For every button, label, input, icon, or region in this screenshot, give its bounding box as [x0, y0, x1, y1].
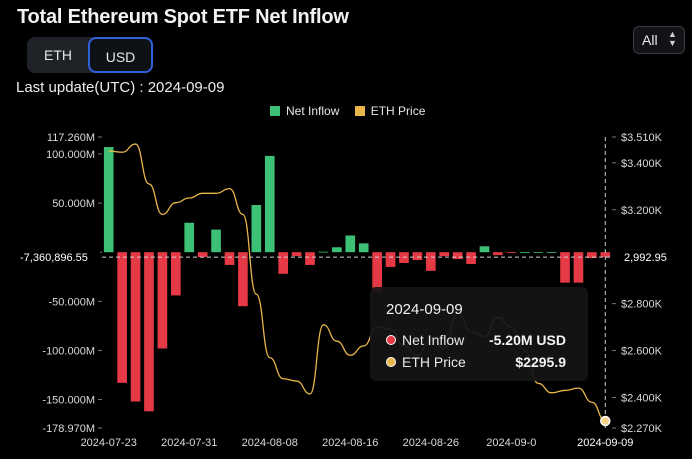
chart-tooltip: 2024-09-09 Net Inflow -5.20M USD ETH Pri…	[370, 287, 588, 381]
eth-toggle-button[interactable]: ETH	[44, 47, 72, 63]
right-axis-tick-label: $3.400K	[621, 158, 663, 170]
net-inflow-bar[interactable]	[157, 252, 168, 349]
net-inflow-bar[interactable]	[130, 252, 141, 402]
legend-net-swatch	[270, 106, 280, 116]
x-axis-tick-label: 2024-09-0	[486, 437, 536, 449]
net-inflow-bar[interactable]	[452, 252, 463, 260]
right-axis-tick-label: $2.270K	[621, 423, 663, 435]
net-inflow-bar[interactable]	[506, 252, 517, 253]
range-select-value: All	[642, 32, 658, 48]
net-inflow-bar[interactable]	[600, 252, 611, 258]
net-inflow-bar[interactable]	[412, 252, 423, 261]
left-axis-tick-label: -150.000M	[42, 395, 95, 407]
last-update-text: Last update(UTC) : 2024-09-09	[16, 79, 225, 96]
legend-price-swatch	[354, 106, 365, 116]
left-axis-tick-label: -178.970M	[42, 423, 95, 435]
crosshair-right-label-bg	[618, 248, 682, 267]
chevron-up-down-icon: ▲ ▼	[668, 29, 677, 48]
right-axis-tick-label: $2.600K	[621, 346, 663, 358]
tooltip-price-dot	[386, 357, 396, 367]
net-inflow-bar[interactable]	[479, 246, 490, 253]
crosshair-right-label: 2,992.95	[624, 252, 667, 264]
net-inflow-bar[interactable]	[573, 252, 584, 283]
right-axis-tick-label: $2.400K	[621, 392, 663, 404]
net-inflow-bar[interactable]	[385, 252, 396, 267]
crosshair-date-label-bg	[569, 434, 640, 452]
net-inflow-bar[interactable]	[587, 252, 597, 259]
net-inflow-bar[interactable]	[345, 235, 356, 253]
net-inflow-bar[interactable]	[211, 229, 221, 253]
net-inflow-bar[interactable]	[425, 252, 436, 271]
usd-toggle-button[interactable]: USD	[88, 37, 153, 73]
chart-legend: Net Inflow ETH Price	[270, 104, 437, 118]
net-inflow-bar[interactable]	[238, 252, 248, 307]
net-inflow-bar[interactable]	[318, 251, 329, 253]
net-inflow-bar[interactable]	[144, 252, 154, 412]
net-inflow-bar[interactable]	[493, 252, 503, 256]
x-axis-tick-label: 2024-08-26	[403, 437, 459, 449]
net-inflow-bar[interactable]	[197, 252, 208, 258]
tooltip-price-value: $2295.9	[515, 354, 566, 370]
tooltip-price-label: ETH Price	[402, 354, 466, 370]
net-inflow-bar[interactable]	[291, 252, 302, 257]
net-inflow-bar[interactable]	[184, 222, 195, 253]
net-inflow-bar[interactable]	[117, 252, 127, 383]
left-axis-tick-label: -50.000M	[49, 296, 95, 308]
net-inflow-bar[interactable]	[560, 252, 570, 283]
page-title: Total Ethereum Spot ETF Net Inflow	[17, 6, 349, 28]
tooltip-net-label: Net Inflow	[402, 332, 465, 348]
left-axis-tick-label: 117.260M	[47, 132, 95, 144]
right-axis-tick-label: $2.800K	[621, 299, 663, 311]
currency-toggle: ETH USD	[27, 37, 153, 73]
tooltip-net-value: -5.20M USD	[488, 332, 566, 348]
net-inflow-bar[interactable]	[224, 252, 235, 265]
net-inflow-bar[interactable]	[170, 252, 181, 296]
left-axis-tick-label: -100.000M	[42, 345, 95, 357]
right-axis-tick-label: $3.510K	[621, 132, 663, 144]
tooltip-date: 2024-09-09	[386, 301, 463, 318]
crosshair-left-label-bg	[18, 248, 100, 267]
x-axis-tick-label: 2024-08-16	[322, 437, 378, 449]
eth-price-active-point	[600, 415, 611, 427]
x-axis-tick-label: 2024-08-08	[242, 437, 298, 449]
net-inflow-bar[interactable]	[439, 252, 450, 257]
net-inflow-bar[interactable]	[305, 252, 315, 265]
net-inflow-bar[interactable]	[533, 252, 544, 253]
legend-price-label: ETH Price	[370, 104, 426, 118]
x-axis-tick-label: 2024-07-23	[81, 437, 137, 449]
net-inflow-bar[interactable]	[332, 247, 342, 253]
left-axis-tick-label: 50.000M	[52, 198, 95, 210]
net-inflow-bar[interactable]	[358, 243, 369, 253]
net-inflow-bar[interactable]	[466, 252, 476, 264]
legend-net-label: Net Inflow	[286, 104, 340, 118]
range-select[interactable]: All ▲ ▼	[633, 26, 685, 54]
legend-eth-price[interactable]: ETH Price	[354, 104, 426, 118]
crosshair-left-label: -7,360,896.55	[20, 252, 88, 264]
net-inflow-bar[interactable]	[546, 252, 557, 253]
net-inflow-bar[interactable]	[103, 147, 114, 253]
left-axis-tick-label: 100.000M	[46, 149, 95, 161]
net-inflow-bar[interactable]	[251, 205, 262, 253]
crosshair-date-label: 2024-09-09	[577, 437, 633, 449]
net-inflow-bar[interactable]	[264, 155, 275, 253]
tooltip-net-dot	[386, 335, 396, 345]
legend-net-inflow[interactable]: Net Inflow	[270, 104, 339, 118]
tooltip-net-row: Net Inflow -5.20M USD	[386, 332, 580, 348]
net-inflow-bar[interactable]	[519, 252, 530, 253]
net-inflow-bar[interactable]	[278, 252, 289, 274]
tooltip-price-row: ETH Price $2295.9	[386, 354, 580, 370]
right-axis-tick-label: $3.200K	[621, 205, 663, 217]
net-inflow-bar[interactable]	[372, 252, 382, 292]
x-axis-tick-label: 2024-07-31	[161, 437, 217, 449]
